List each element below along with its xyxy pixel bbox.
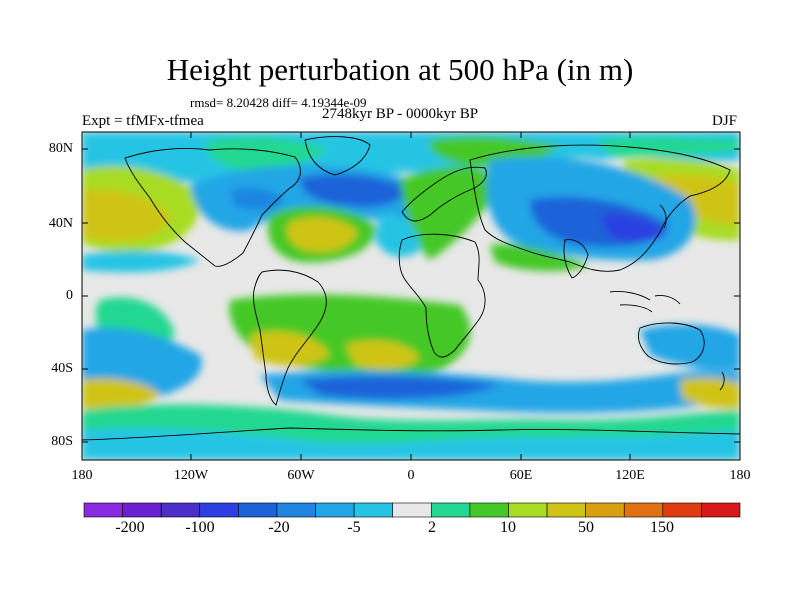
colorbar-swatch [276,502,316,518]
season-label: DJF [712,113,738,129]
contour-patch [490,244,590,272]
contour-patch [82,250,200,273]
coastline [469,144,731,272]
contour-patch [680,377,740,409]
colorbar-swatch [662,502,702,518]
coastline [401,166,487,222]
lat-label-80s: 80S [51,434,73,449]
contour-patch [649,174,740,225]
contour-patch [300,375,500,399]
lon-label-120e: 120E [615,468,645,483]
coastline [563,239,589,279]
lon-label-180e: 180 [729,468,751,483]
colorbar-label: -20 [268,519,290,536]
colorbar-label: -200 [115,519,145,536]
lat-label-40n: 40N [48,216,73,231]
colorbar-swatch [238,502,278,518]
colorbar [83,502,741,518]
contour-patch [345,340,420,370]
contour-patch [230,188,285,210]
contour-patch [82,188,170,242]
lon-ticks [81,132,741,460]
contour-patch [600,213,665,243]
contour-patch [250,331,330,366]
colorbar-label: 10 [500,519,516,536]
period-label: 2748kyr BP - 0000kyr BP [322,106,479,122]
colorbar-swatch [508,502,548,518]
colorbar-label: 150 [650,519,674,536]
lon-label-60e: 60E [509,468,533,483]
colorbar-swatch [546,502,586,518]
colorbar-swatch [585,502,625,518]
contour-patch [206,136,330,172]
experiment-label: Expt = tfMFx-tfmea [82,113,204,129]
coastline [82,427,740,441]
map-title: Height perturbation at 500 hPa (in m) [166,52,634,87]
contour-patch [286,217,358,253]
contour-patch [640,324,740,371]
colorbar-swatch [122,502,162,518]
contour-patch [82,378,160,410]
colorbar-label: 2 [428,519,436,536]
lat-label-80n: 80N [48,141,73,156]
rmsd-stats: rmsd= 8.20428 diff= 4.19344e-09 [190,95,367,110]
lon-label-60w: 60W [287,468,315,483]
colorbar-swatch [392,502,432,518]
colorbar-swatch [430,502,471,518]
coastline [304,136,371,176]
lat-label-40s: 40S [51,361,73,376]
contour-patch [599,136,740,158]
coastline [637,322,705,365]
colorbar-swatch [469,502,509,518]
colorbar-label: -5 [347,519,361,536]
colorbar-swatch [623,502,664,518]
coastline [398,233,486,358]
contour-field [82,132,740,460]
colorbar-label: 50 [578,519,594,536]
colorbar-label: -100 [185,519,215,536]
colorbar-swatch [160,502,201,518]
contour-patch [300,174,410,207]
colorbar-swatch [199,502,239,518]
lon-label-120w: 120W [173,468,209,483]
colorbar-swatch [353,502,394,518]
colorbar-swatch [83,502,123,518]
lat-ticks [82,148,740,443]
colorbar-swatch [315,502,355,518]
coastline [659,204,667,229]
coastline [609,291,681,313]
coastline [719,371,725,391]
lon-label-180w: 180 [71,468,93,483]
coastline [253,269,327,406]
contour-patch [375,214,420,257]
lat-label-0: 0 [66,288,73,303]
colorbar-swatch [701,502,741,518]
coastline [124,148,301,267]
contour-patch [82,428,740,460]
lon-label-0: 0 [407,468,415,483]
coastlines [82,136,740,441]
